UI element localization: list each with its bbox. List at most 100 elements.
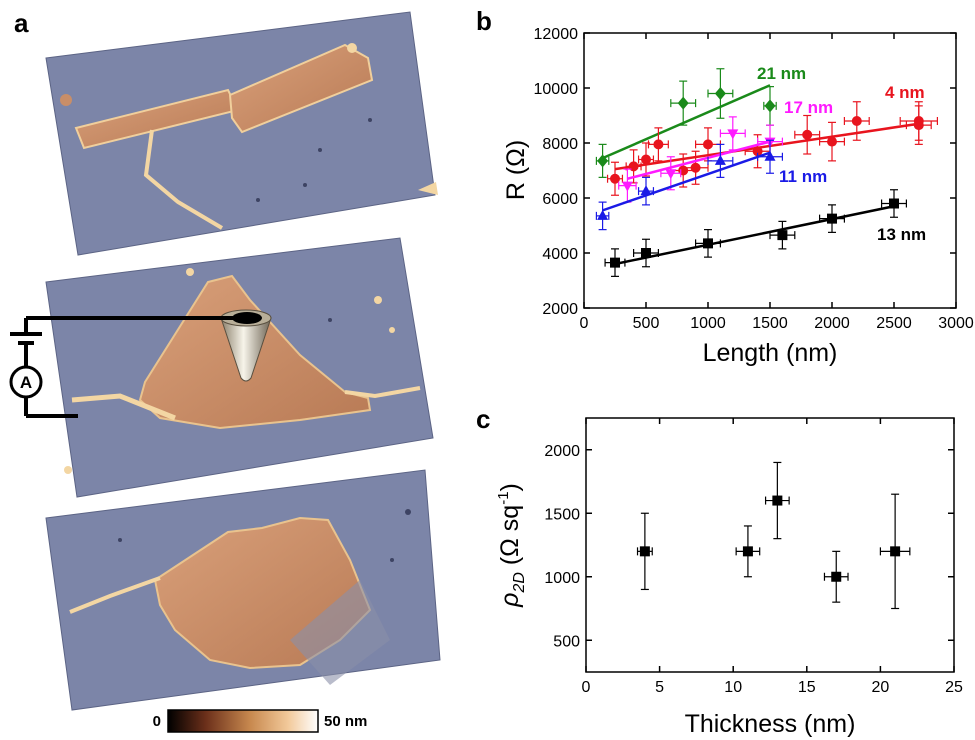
chart-c-x-tick-label: 25 (945, 679, 963, 696)
data-point-marker (777, 230, 788, 241)
data-point-marker (628, 161, 639, 172)
afm-image-2 (45, 237, 434, 498)
chart-b-x-axis-title: Length (nm) (703, 339, 838, 367)
chart-c-y-tick-label: 1500 (544, 506, 580, 523)
series-label-13nm: 13 nm (877, 225, 926, 244)
chart-c-frame (585, 417, 955, 673)
chart-c-y-tick-label: 500 (553, 633, 580, 650)
rho-unit-close: ) (496, 483, 524, 491)
colorbar-gradient (167, 709, 319, 733)
chart-b-y-tick-label: 8000 (542, 136, 578, 153)
chart-b-series-1 (606, 101, 939, 196)
fit-line (602, 151, 771, 212)
chart-b-x-tick-label: 500 (633, 315, 660, 332)
chart-b-series-3 (595, 139, 784, 231)
data-point (707, 143, 734, 178)
data-point (719, 116, 746, 151)
data-point-marker (831, 571, 842, 582)
data-point (694, 229, 722, 258)
data-point (636, 512, 653, 591)
data-point-marker (703, 139, 713, 150)
data-point (637, 142, 655, 177)
particle (347, 43, 357, 53)
colorbar: 0 50 nm (153, 709, 367, 733)
series-label-11nm: 11 nm (779, 167, 827, 186)
data-point-marker (610, 257, 620, 268)
nanowire-1 (143, 129, 224, 230)
chart-b-y-tick-label: 6000 (542, 191, 578, 208)
data-point (763, 86, 777, 126)
data-point (606, 161, 624, 196)
data-point-marker (752, 146, 763, 157)
data-point (818, 204, 846, 233)
data-point (843, 101, 870, 141)
data-point-marker (827, 136, 837, 147)
data-point (595, 143, 610, 178)
panel-label-b: b (476, 6, 492, 36)
data-point (818, 121, 846, 162)
chart-c-x-tick-label: 10 (724, 679, 742, 696)
afm-image-1 (45, 11, 438, 256)
data-point-marker (714, 154, 726, 165)
panel-label-a: a (14, 8, 29, 38)
data-point (604, 248, 626, 277)
chart-b: 0 500 1000 1500 2000 2500 3000 2000 4000 6000 8000… (502, 26, 974, 367)
particle (60, 94, 72, 106)
chart-b-y-axis-title: R (Ω) (502, 140, 530, 200)
flake-1b (228, 43, 374, 134)
nanowire-2 (71, 393, 176, 421)
data-point-marker (727, 129, 739, 140)
data-point (794, 114, 821, 155)
data-point-marker (653, 139, 664, 150)
fit-line (627, 140, 771, 180)
data-point (769, 220, 796, 250)
chart-b-x-tick-label: 2000 (814, 315, 850, 332)
chart-b-series-4 (604, 189, 908, 277)
data-point-marker (639, 546, 650, 557)
data-point (879, 493, 911, 610)
fit-line (614, 122, 919, 171)
colorbar-min-label: 0 (153, 713, 161, 730)
afm-image-3 (45, 469, 441, 711)
nanowire-3 (344, 386, 421, 399)
chart-b-x-tick-label: 3000 (938, 315, 974, 332)
chart-b-series-2 (618, 116, 784, 203)
chart-c-x-tick-label: 20 (872, 679, 890, 696)
rho-unit-sup: -1 (495, 491, 512, 504)
data-point (670, 80, 697, 126)
rho-symbol: ρ (496, 593, 524, 608)
chart-b-y-tick-label: 12000 (534, 26, 579, 43)
data-point (647, 127, 669, 162)
data-point-marker (597, 209, 609, 220)
data-point-marker (742, 546, 753, 557)
data-point-marker (677, 96, 689, 110)
data-point (660, 156, 682, 191)
chart-b-x-tick-label: 2500 (876, 315, 912, 332)
data-point (682, 150, 709, 185)
rho-subscript: 2D (511, 572, 528, 594)
data-point (595, 201, 610, 231)
chart-c-y-tick-label: 1000 (544, 570, 580, 587)
data-point-marker (597, 154, 609, 168)
fit-line (614, 205, 895, 266)
data-point-marker (851, 116, 862, 126)
colorbar-max-label: 50 nm (324, 713, 367, 730)
series-label-21nm: 21 nm (757, 64, 806, 83)
data-point (618, 168, 637, 203)
data-point (756, 139, 784, 174)
data-point (707, 68, 734, 119)
data-point-marker (772, 495, 783, 506)
data-point-marker (690, 162, 701, 173)
data-point-marker (802, 129, 813, 140)
data-point (735, 525, 761, 578)
chart-b-x-tick-label: 1000 (690, 315, 726, 332)
data-point-marker (641, 248, 651, 258)
data-point-marker (889, 198, 899, 209)
panel-label-c: c (476, 404, 491, 434)
chart-c-x-axis-title: Thickness (nm) (685, 710, 856, 738)
data-point-marker (621, 181, 633, 192)
data-point (880, 189, 908, 218)
data-point-marker (764, 99, 776, 113)
chart-c-y-axis-title: ρ2D (Ω sq-1) (495, 483, 528, 608)
